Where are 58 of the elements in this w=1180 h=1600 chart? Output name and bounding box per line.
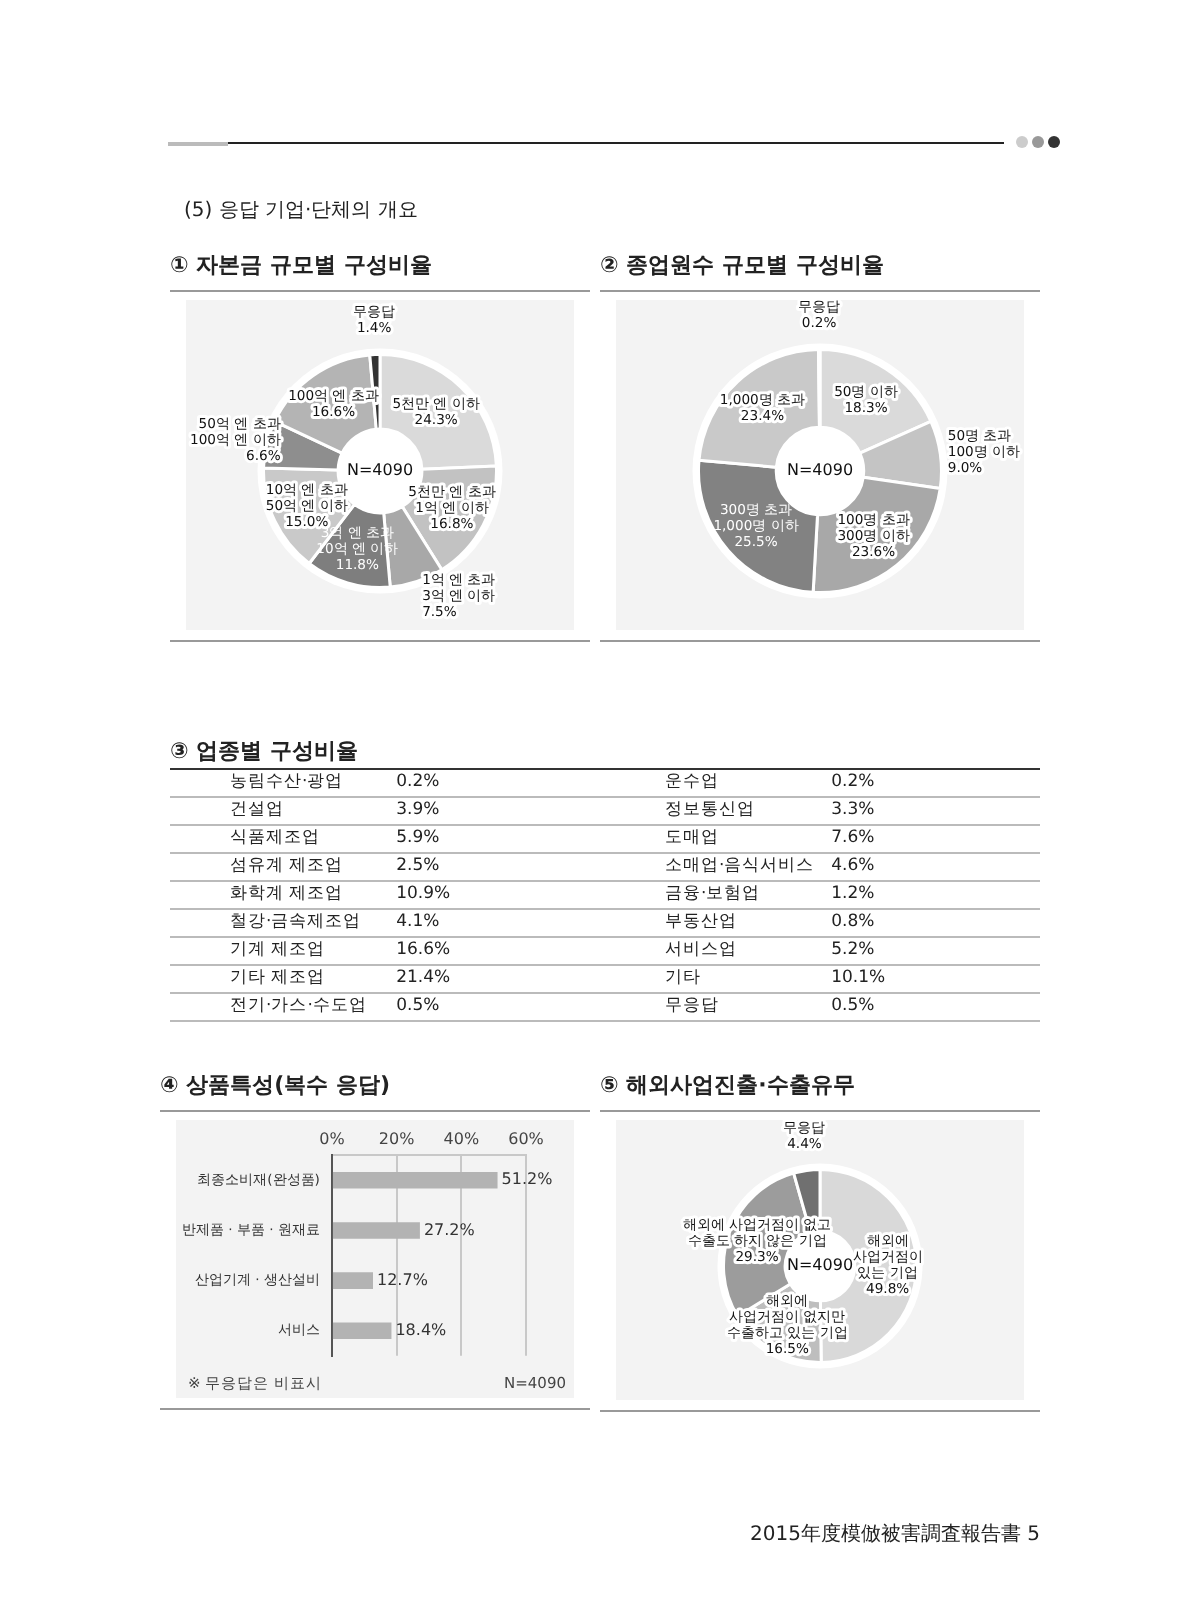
text: 4.6% — [831, 853, 1040, 881]
text: N=4090 — [346, 461, 414, 480]
text: 기계 제조업 — [170, 937, 397, 965]
text: 10.1% — [831, 965, 1040, 993]
text: 기타 — [604, 965, 832, 993]
text: 서비스업 — [604, 937, 832, 965]
text: 금융·보험업 — [604, 881, 832, 909]
text: 0.2% — [396, 769, 605, 797]
text: ③ 업종별 구성비율 — [170, 736, 358, 766]
text: 7.6% — [831, 825, 1040, 853]
text: 5.9% — [396, 825, 605, 853]
data-label: 51.2% — [501, 1170, 554, 1189]
text: 0.8% — [831, 909, 1040, 937]
text: 건설업 — [170, 797, 397, 825]
text: 소매업·음식서비스 — [604, 853, 832, 881]
text: 21.4% — [396, 965, 605, 993]
text: 섬유계 제조업 — [170, 853, 397, 881]
text: 0.5% — [396, 993, 605, 1021]
text: 5.2% — [831, 937, 1040, 965]
text: 3.9% — [396, 797, 605, 825]
text: 전기·가스·수도업 — [170, 993, 397, 1021]
text: 기타 제조업 — [170, 965, 397, 993]
text: 운수업 — [604, 769, 832, 797]
bar — [332, 1222, 420, 1239]
text: 무응답 — [604, 993, 832, 1021]
x-tick-label: 40% — [443, 1129, 480, 1148]
text: 4.1% — [396, 909, 605, 937]
chart-title: ④ 상품특성(복수 응답) — [160, 1070, 391, 1100]
text: N=4090 — [786, 461, 854, 480]
x-tick-label: 0% — [319, 1129, 346, 1148]
text: 철강·금속제조업 — [170, 909, 397, 937]
text: 3.3% — [831, 797, 1040, 825]
text: 도매업 — [604, 825, 832, 853]
data-label: 12.7% — [377, 1270, 429, 1289]
x-tick-label: 20% — [378, 1129, 416, 1148]
chart-title: ② 종업원수 규모별 구성비율 — [600, 250, 884, 280]
chart-title: ⑤ 해외사업진출·수출유무 — [600, 1070, 855, 1100]
text: 농림수산·광업 — [170, 769, 397, 797]
text: 2.5% — [396, 853, 605, 881]
text: N=4090 — [786, 1256, 854, 1275]
chart-subtitle: (5) 응답 기업·단체의 개요 — [184, 198, 418, 224]
chart-title: ① 자본금 규모별 구성비율 — [170, 250, 432, 280]
text: 부동산업 — [604, 909, 832, 937]
data-label: 27.2% — [423, 1220, 476, 1239]
text: 2015年度模倣被害調査報告書 5 — [750, 1521, 1040, 1548]
text: 16.6% — [396, 937, 605, 965]
text: 정보통신업 — [604, 797, 832, 825]
text: 식품제조업 — [170, 825, 397, 853]
text: 0.5% — [831, 993, 1040, 1021]
text: 0.2% — [831, 769, 1040, 797]
bar — [332, 1172, 498, 1189]
text: 10.9% — [396, 881, 605, 909]
data-label: 18.4% — [395, 1320, 448, 1339]
text: 1.2% — [831, 881, 1040, 909]
bar — [332, 1322, 392, 1340]
x-tick-label: 60% — [508, 1129, 545, 1148]
bar — [332, 1272, 374, 1289]
text: 화학계 제조업 — [170, 881, 397, 909]
